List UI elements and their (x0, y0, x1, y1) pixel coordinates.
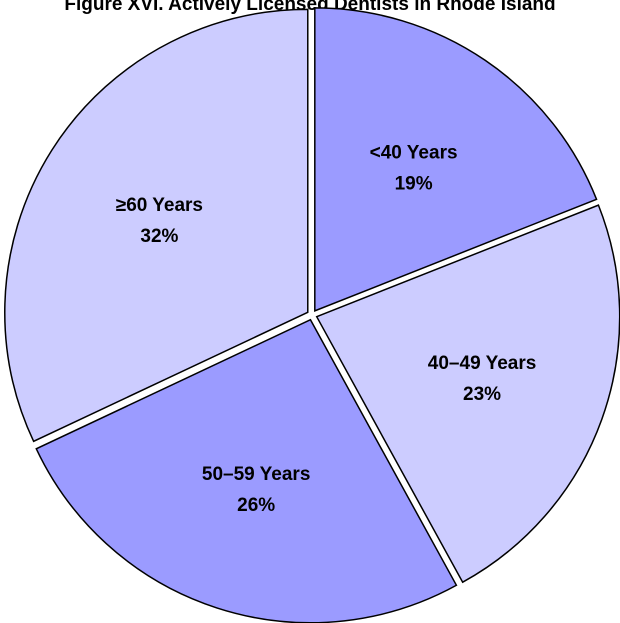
pie-labels: <40 Years 19% 40–49 Years 23% 50–59 Years 26%… (116, 143, 537, 516)
pie-slice-40-49-years (315, 204, 620, 584)
pie-slice-under-40-years (314, 7, 598, 312)
pie-slice-over-60-years (4, 8, 309, 443)
slice-label-over-60-years: ≥60 Years (116, 195, 203, 216)
slice-percent-40-49-years: 23% (463, 384, 501, 405)
slice-percent-under-40-years: 19% (395, 174, 433, 195)
slice-label-under-40-years: <40 Years (370, 143, 458, 164)
chart-title: Figure XVI. Actively Licensed Dentists i… (64, 0, 556, 15)
pie-slice-50-59-years (35, 318, 458, 623)
pie-slices (4, 7, 620, 623)
slice-label-40-49-years: 40–49 Years (428, 353, 537, 374)
slice-label-50-59-years: 50–59 Years (202, 464, 311, 485)
slice-percent-over-60-years: 32% (140, 226, 178, 247)
slice-percent-50-59-years: 26% (237, 495, 275, 516)
